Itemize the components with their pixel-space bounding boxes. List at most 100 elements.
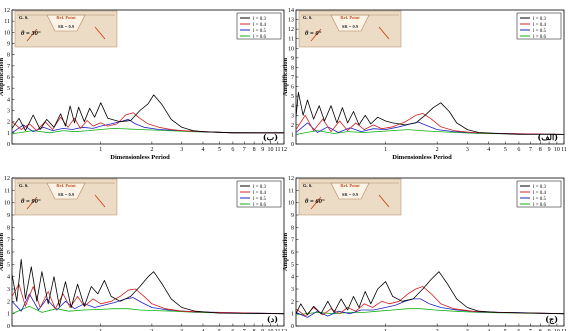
- x-tick-label: 11: [275, 147, 281, 153]
- series-line-04: [296, 286, 564, 317]
- y-tick-label: 1: [7, 312, 10, 318]
- legend-entry: l = 0.6: [533, 203, 546, 208]
- legend-entry: l = 0.3: [533, 185, 546, 190]
- reference-point-label: Ref. Point: [56, 183, 76, 188]
- slope-ratio-label: SR = 0.9: [342, 192, 359, 197]
- incidence-angle-label: θ = 60°: [305, 198, 325, 205]
- inset-diagram: G. S. Ref. Point SR = 0.9 θ = 30°: [14, 10, 118, 48]
- legend-entry: l = 0.6: [533, 35, 546, 40]
- reflected-wave-arrow: [94, 26, 106, 40]
- y-tick-label: 11: [288, 188, 294, 194]
- x-tick-label: 3: [466, 329, 469, 331]
- y-tick-label: 8: [291, 225, 294, 231]
- x-tick-label: 5: [504, 329, 507, 331]
- x-tick-label: 10: [268, 147, 274, 153]
- legend-entry: l = 0.4: [253, 23, 266, 28]
- y-axis-label: Amplification: [0, 57, 5, 96]
- y-tick-label: 4: [7, 97, 10, 103]
- panel-d: 0123456789101112123456789101112Dimension…: [0, 176, 287, 331]
- x-tick-label: 2: [150, 147, 153, 153]
- x-axis-label: Dimensionless Period: [392, 154, 452, 161]
- x-tick-label: 4: [201, 147, 204, 153]
- y-axis-label: Amplification: [0, 232, 5, 271]
- legend: l = 0.3l = 0.4l = 0.5l = 0.6: [236, 12, 282, 40]
- reflected-wave-arrow: [94, 194, 106, 208]
- y-axis-label: Amplification: [282, 232, 289, 271]
- slope-ratio-label: SR = 0.9: [58, 24, 75, 29]
- y-tick-label: 4: [291, 275, 294, 281]
- series-line-05: [12, 293, 284, 315]
- reflected-wave-arrow: [378, 26, 390, 40]
- x-tick-label: 8: [539, 329, 542, 331]
- x-tick-label: 7: [243, 147, 246, 153]
- x-tick-label: 5: [504, 147, 507, 153]
- y-tick-label: 11: [4, 19, 10, 25]
- series-line-05: [296, 121, 564, 135]
- x-tick-label: 12: [281, 329, 287, 331]
- x-tick-label: 4: [201, 329, 204, 331]
- y-tick-label: 10: [4, 201, 10, 207]
- incident-wave-arrow: [310, 196, 322, 210]
- inset-diagram: G. S. Ref. Point SR = 0.9 θ = 0°: [298, 10, 402, 48]
- x-tick-label: 1: [99, 329, 102, 331]
- reference-point-label: Ref. Point: [56, 15, 76, 20]
- incidence-angle-label: θ = 0°: [305, 30, 322, 37]
- x-tick-label: 9: [548, 329, 551, 331]
- series-line-06: [296, 129, 564, 135]
- series-line-03: [296, 91, 564, 135]
- y-tick-label: 1: [7, 131, 10, 137]
- y-tick-label: 9: [7, 42, 10, 48]
- series-group: [296, 91, 564, 135]
- y-tick-label: 5: [291, 262, 294, 268]
- ground-surface-label: G. S.: [303, 15, 312, 20]
- y-tick-label: 9: [7, 213, 10, 219]
- legend-entry: l = 0.5: [253, 29, 266, 34]
- x-tick-label: 8: [539, 147, 542, 153]
- y-tick-label: 1: [291, 312, 294, 318]
- y-tick-label: 8: [7, 225, 10, 231]
- x-tick-label: 5: [218, 329, 221, 331]
- x-tick-label: 2: [150, 329, 153, 331]
- legend-entry: l = 0.4: [533, 23, 546, 28]
- series-line-03: [12, 258, 284, 315]
- legend-entry: l = 0.6: [253, 203, 266, 208]
- x-tick-label: 6: [517, 147, 520, 153]
- x-tick-label: 9: [261, 329, 264, 331]
- slope-ratio-label: SR = 0.9: [342, 24, 359, 29]
- y-tick-label: 6: [7, 250, 10, 256]
- legend: l = 0.3l = 0.4l = 0.5l = 0.6: [516, 12, 562, 40]
- legend-box: [236, 12, 282, 40]
- y-tick-label: 9: [291, 213, 294, 219]
- incidence-angle-label: θ = 90°: [21, 198, 41, 205]
- y-tick-label: 12: [288, 176, 294, 182]
- legend-entry: l = 0.6: [253, 35, 266, 40]
- x-tick-label: 7: [529, 329, 532, 331]
- legend-entry: l = 0.3: [253, 17, 266, 22]
- incident-wave-arrow: [310, 28, 322, 42]
- y-tick-label: 7: [7, 238, 10, 244]
- x-tick-label: 11: [275, 329, 281, 331]
- y-tick-label: 4: [7, 275, 10, 281]
- legend-entry: l = 0.5: [253, 197, 266, 202]
- x-tick-label: 10: [554, 147, 560, 153]
- x-tick-label: 8: [253, 329, 256, 331]
- legend: l = 0.3l = 0.4l = 0.5l = 0.6: [236, 180, 282, 208]
- y-tick-label: 2: [7, 120, 10, 126]
- x-tick-label: 9: [261, 147, 264, 153]
- y-tick-label: 1: [291, 132, 294, 138]
- y-tick-label: 7: [7, 64, 10, 70]
- y-tick-label: 10: [288, 46, 294, 52]
- y-tick-label: 3: [291, 287, 294, 293]
- y-tick-label: 8: [7, 53, 10, 59]
- x-tick-label: 5: [218, 147, 221, 153]
- x-tick-label: 12: [281, 147, 287, 153]
- legend-box: [236, 180, 282, 208]
- panel-label: (ج): [545, 314, 558, 325]
- y-tick-label: 5: [291, 94, 294, 100]
- x-tick-label: 6: [517, 329, 520, 331]
- x-tick-label: 1: [99, 147, 102, 153]
- y-tick-label: 3: [291, 113, 294, 119]
- y-tick-label: 9: [291, 56, 294, 62]
- x-tick-label: 4: [487, 147, 490, 153]
